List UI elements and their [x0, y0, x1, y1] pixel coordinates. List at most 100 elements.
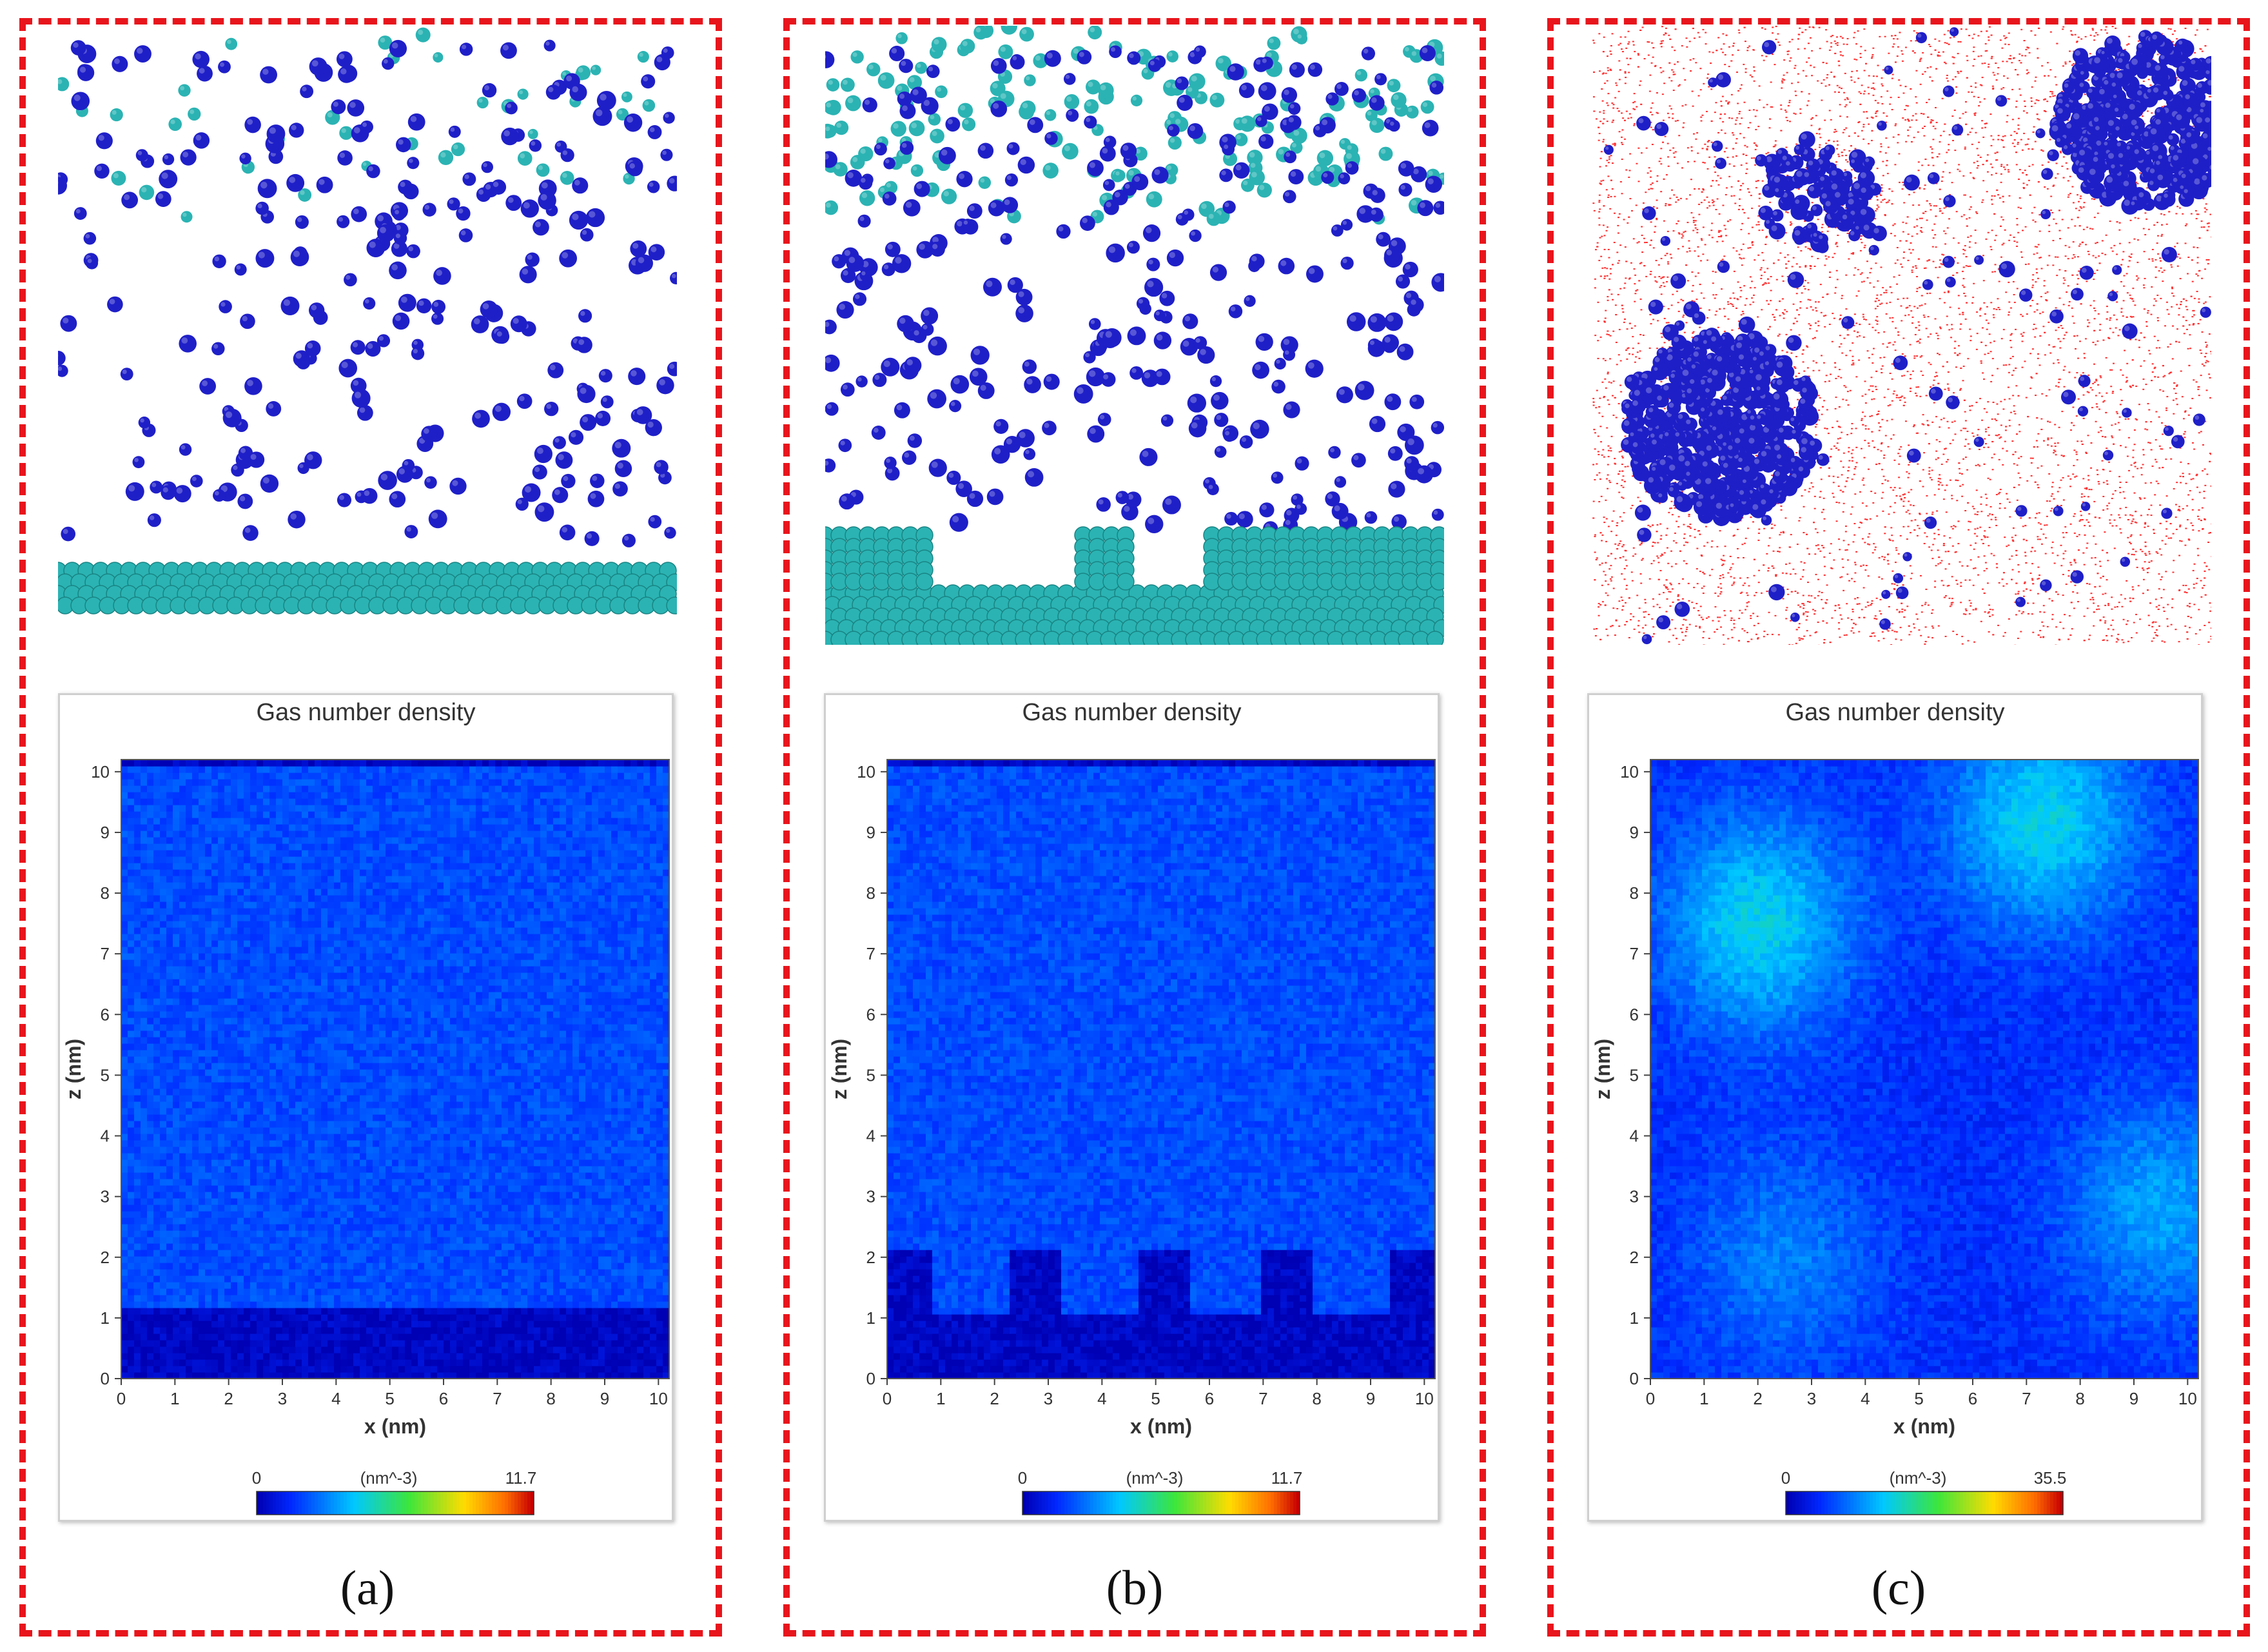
heatmap-cell — [153, 1295, 161, 1302]
heatmap-cell — [218, 1153, 225, 1160]
heatmap-cell — [179, 1024, 186, 1031]
heatmap-cell — [327, 1366, 335, 1373]
heatmap-cell — [269, 1333, 277, 1341]
heatmap-cell — [334, 1127, 341, 1134]
heatmap-cell — [418, 805, 425, 812]
heatmap-cell — [192, 921, 199, 928]
heatmap-cell — [231, 1359, 238, 1366]
heatmap-cell — [250, 1121, 257, 1128]
heatmap-cell — [347, 1282, 354, 1289]
heatmap-cell — [379, 1372, 386, 1379]
heatmap-cell — [211, 1011, 219, 1018]
heatmap-cell — [199, 1011, 206, 1018]
heatmap-cell — [192, 1346, 199, 1353]
heatmap-cell — [263, 798, 270, 805]
heatmap-cell — [186, 985, 193, 992]
heatmap-cell — [179, 805, 186, 812]
heatmap-cell — [308, 934, 315, 941]
heatmap-cell — [237, 1288, 244, 1295]
heatmap-cell — [153, 1088, 161, 1096]
heatmap-cell — [327, 1205, 335, 1212]
heatmap-cell — [340, 1134, 347, 1141]
heatmap-cell — [321, 779, 328, 786]
heatmap-cell — [411, 1018, 418, 1025]
heatmap-cell — [166, 1250, 173, 1257]
heatmap-cell — [276, 1295, 283, 1302]
heatmap-cell — [321, 1024, 328, 1031]
heatmap-cell — [186, 1256, 193, 1263]
heatmap-cell — [360, 837, 367, 844]
heatmap-cell — [315, 1185, 322, 1192]
heatmap-cell — [141, 985, 148, 992]
heatmap-cell — [282, 1166, 289, 1173]
heatmap-cell — [205, 850, 212, 857]
heatmap-cell — [199, 1043, 206, 1050]
heatmap-cell — [392, 1179, 399, 1186]
heatmap-cell — [147, 1114, 154, 1121]
heatmap-cell — [231, 914, 238, 921]
heatmap-cell — [179, 1327, 186, 1334]
heatmap-cell — [411, 998, 418, 1005]
heatmap-cell — [398, 1353, 406, 1360]
heatmap-cell — [282, 1372, 289, 1379]
heatmap-cell — [353, 1301, 360, 1308]
heatmap-cell — [237, 1275, 244, 1283]
heatmap-cell — [244, 1230, 251, 1237]
heatmap-cell — [231, 876, 238, 883]
heatmap-cell — [173, 1108, 180, 1115]
heatmap-cell — [282, 805, 289, 812]
heatmap-cell — [166, 869, 173, 876]
heatmap-cell — [398, 1192, 406, 1199]
heatmap-cell — [244, 908, 251, 915]
heatmap-cell — [398, 850, 406, 857]
heatmap-cell — [327, 1295, 335, 1302]
heatmap-cell — [386, 869, 393, 876]
heatmap-cell — [289, 1043, 296, 1050]
heatmap-cell — [418, 876, 425, 883]
heatmap-cell — [128, 1037, 135, 1044]
gas-molecule — [260, 66, 278, 84]
heatmap-cell — [250, 1050, 257, 1057]
heatmap-cell — [231, 934, 238, 941]
heatmap-cell — [282, 785, 289, 792]
heatmap-cell — [353, 1101, 360, 1108]
heatmap-cell — [289, 837, 296, 844]
heatmap-cell — [373, 1217, 380, 1224]
heatmap-cell — [392, 1192, 399, 1199]
heatmap-cell — [347, 1217, 354, 1224]
heatmap-cell — [340, 1282, 347, 1289]
heatmap-cell — [334, 1146, 341, 1154]
heatmap-cell — [315, 1153, 322, 1160]
heatmap-cell — [199, 1185, 206, 1192]
heatmap-cell — [398, 1134, 406, 1141]
heatmap-cell — [211, 1346, 219, 1353]
heatmap-cell — [128, 1333, 135, 1341]
heatmap-cell — [340, 792, 347, 799]
heatmap-cell — [276, 1063, 283, 1070]
heatmap-cell — [192, 1217, 199, 1224]
heatmap-cell — [334, 927, 341, 934]
heatmap-cell — [192, 1011, 199, 1018]
heatmap-cell — [128, 876, 135, 883]
heatmap-cell — [347, 760, 354, 767]
heatmap-cell — [379, 927, 386, 934]
heatmap-cell — [231, 1121, 238, 1128]
heatmap-cell — [276, 1269, 283, 1276]
heatmap-cell — [392, 1114, 399, 1121]
heatmap-cell — [141, 1159, 148, 1166]
heatmap-cell — [263, 1069, 270, 1076]
heatmap-cell — [405, 1250, 412, 1257]
heatmap-cell — [134, 1192, 141, 1199]
heatmap-cell — [134, 908, 141, 915]
heatmap-cell — [340, 1088, 347, 1096]
heatmap-cell — [218, 1314, 225, 1321]
heatmap-cell — [224, 1263, 231, 1270]
heatmap-cell — [147, 953, 154, 960]
heatmap-cell — [398, 901, 406, 909]
heatmap-cell — [347, 921, 354, 928]
heatmap-cell — [379, 1269, 386, 1276]
heatmap-cell — [392, 1101, 399, 1108]
heatmap-cell — [257, 1295, 264, 1302]
heatmap-cell — [205, 876, 212, 883]
gas-molecule — [451, 142, 465, 157]
